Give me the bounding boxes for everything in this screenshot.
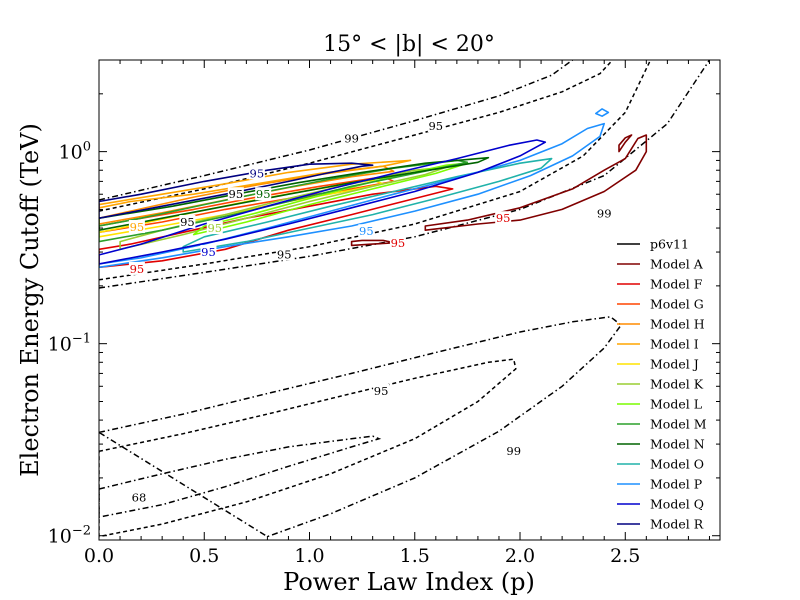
model-o-contour-12 <box>182 157 553 253</box>
contour-level-label: 95 <box>201 245 216 259</box>
contour-label-bg <box>389 235 406 249</box>
p6v11-contour-95-4 <box>99 60 614 212</box>
legend-label-model-i: Model I <box>650 337 699 352</box>
contour-label-bg <box>427 118 444 132</box>
contour-label-bg <box>130 490 147 504</box>
legend-label-model-k: Model K <box>650 377 704 392</box>
contour-level-label: 95 <box>130 262 145 276</box>
y-tick-label: 10−2 <box>48 524 91 548</box>
legend-label-model-r: Model R <box>650 517 704 532</box>
x-tick-label: 0.5 <box>189 545 219 567</box>
p6v11-contour-99-5 <box>99 60 711 289</box>
model-a-contour-0 <box>424 134 648 231</box>
legend: p6v11 Model A Model F Model G Model H Model I… <box>617 237 707 532</box>
contour-label-bg <box>128 261 145 275</box>
plot-frame <box>98 59 721 541</box>
contour-label-bg <box>495 211 512 225</box>
contour-level-label: 95 <box>277 247 292 261</box>
contour-level-label: 99 <box>506 444 521 458</box>
chart-title: 15° < |b| < 20° <box>323 32 495 57</box>
model-p-contour-14 <box>595 108 610 117</box>
contour-level-label: 95 <box>359 224 374 238</box>
y-tick-label: 100 <box>59 140 91 164</box>
contour-level-label: 95 <box>180 215 195 229</box>
contour-label-bg <box>128 220 145 234</box>
legend-label-model-h: Model H <box>650 317 705 332</box>
contour-label-bg <box>200 245 217 259</box>
contour-label-bg <box>343 131 360 145</box>
contour-label-bg <box>255 187 272 201</box>
model-a-contour-1 <box>350 239 395 247</box>
legend-label-model-m: Model M <box>650 417 707 432</box>
contour-label-bg <box>596 206 613 220</box>
y-axis-label: Electron Energy Cutoff (TeV) <box>16 123 44 477</box>
contour-level-label: 95 <box>496 211 511 225</box>
y-tick-label: 10−1 <box>48 332 91 356</box>
model-a-contour-2 <box>618 134 633 153</box>
legend-label-model-f: Model F <box>650 277 703 292</box>
legend-label-model-j: Model J <box>650 357 699 372</box>
p6v11-contour-95-3 <box>99 60 652 281</box>
x-tick-label: 0.0 <box>84 545 114 567</box>
contour-level-label: 95 <box>256 187 271 201</box>
legend-label-model-a: Model A <box>650 257 704 272</box>
legend-label-model-q: Model Q <box>650 497 704 512</box>
model-n-contour-11 <box>99 156 490 231</box>
contour-level-label: 95 <box>374 384 389 398</box>
x-tick-label: 1.5 <box>400 545 430 567</box>
contour-level-label: 95 <box>428 119 443 133</box>
legend-label-p6v11: p6v11 <box>650 237 689 252</box>
x-axis-label: Power Law Index (p) <box>283 568 535 596</box>
contour-level-label: 95 <box>229 187 244 201</box>
contour-label-bg <box>358 224 375 238</box>
model-i-contour-6 <box>99 159 412 209</box>
axis-ticks: 0.0 0.5 1.0 1.5 2.0 2.5 10−2 10−1 100 <box>48 59 720 567</box>
x-tick-label: 2.5 <box>610 545 640 567</box>
x-tick-label: 2.0 <box>505 545 535 567</box>
legend-label-model-g: Model G <box>650 297 704 312</box>
contour-level-label: 95 <box>207 221 222 235</box>
legend-label-model-n: Model N <box>650 437 705 452</box>
contour-level-label: 95 <box>391 236 406 250</box>
p6v11-contour-95-1 <box>99 358 517 538</box>
contour-label-bg <box>373 383 390 397</box>
contour-level-label: 95 <box>130 220 145 234</box>
legend-label-model-l: Model L <box>650 397 702 412</box>
legend-label-model-p: Model P <box>650 477 702 492</box>
p6v11-contour-99-2 <box>99 316 623 538</box>
contour-level-label: 99 <box>597 207 612 221</box>
contour-label-bg <box>206 221 223 235</box>
model-q-contour-15 <box>99 139 547 265</box>
contour-label-bg <box>248 166 265 180</box>
x-tick-label: 1.0 <box>294 545 324 567</box>
contour-label-bg <box>505 444 522 458</box>
contour-label-bg <box>227 187 244 201</box>
p6v11-contour-68-0 <box>99 435 382 518</box>
contour-level-label: 68 <box>132 491 147 505</box>
contour-level-label: 99 <box>344 132 359 146</box>
contour-level-label: 95 <box>250 166 265 180</box>
contour-label-bg <box>276 247 293 261</box>
p6v11-contour-99-6 <box>99 60 574 201</box>
legend-label-model-o: Model O <box>650 457 704 472</box>
contour-label-bg <box>179 215 196 229</box>
contour-label-layer: 68 95 99 99 95 99 95 95 95 95 95 95 95 95 95 95 95 95 <box>128 118 613 505</box>
